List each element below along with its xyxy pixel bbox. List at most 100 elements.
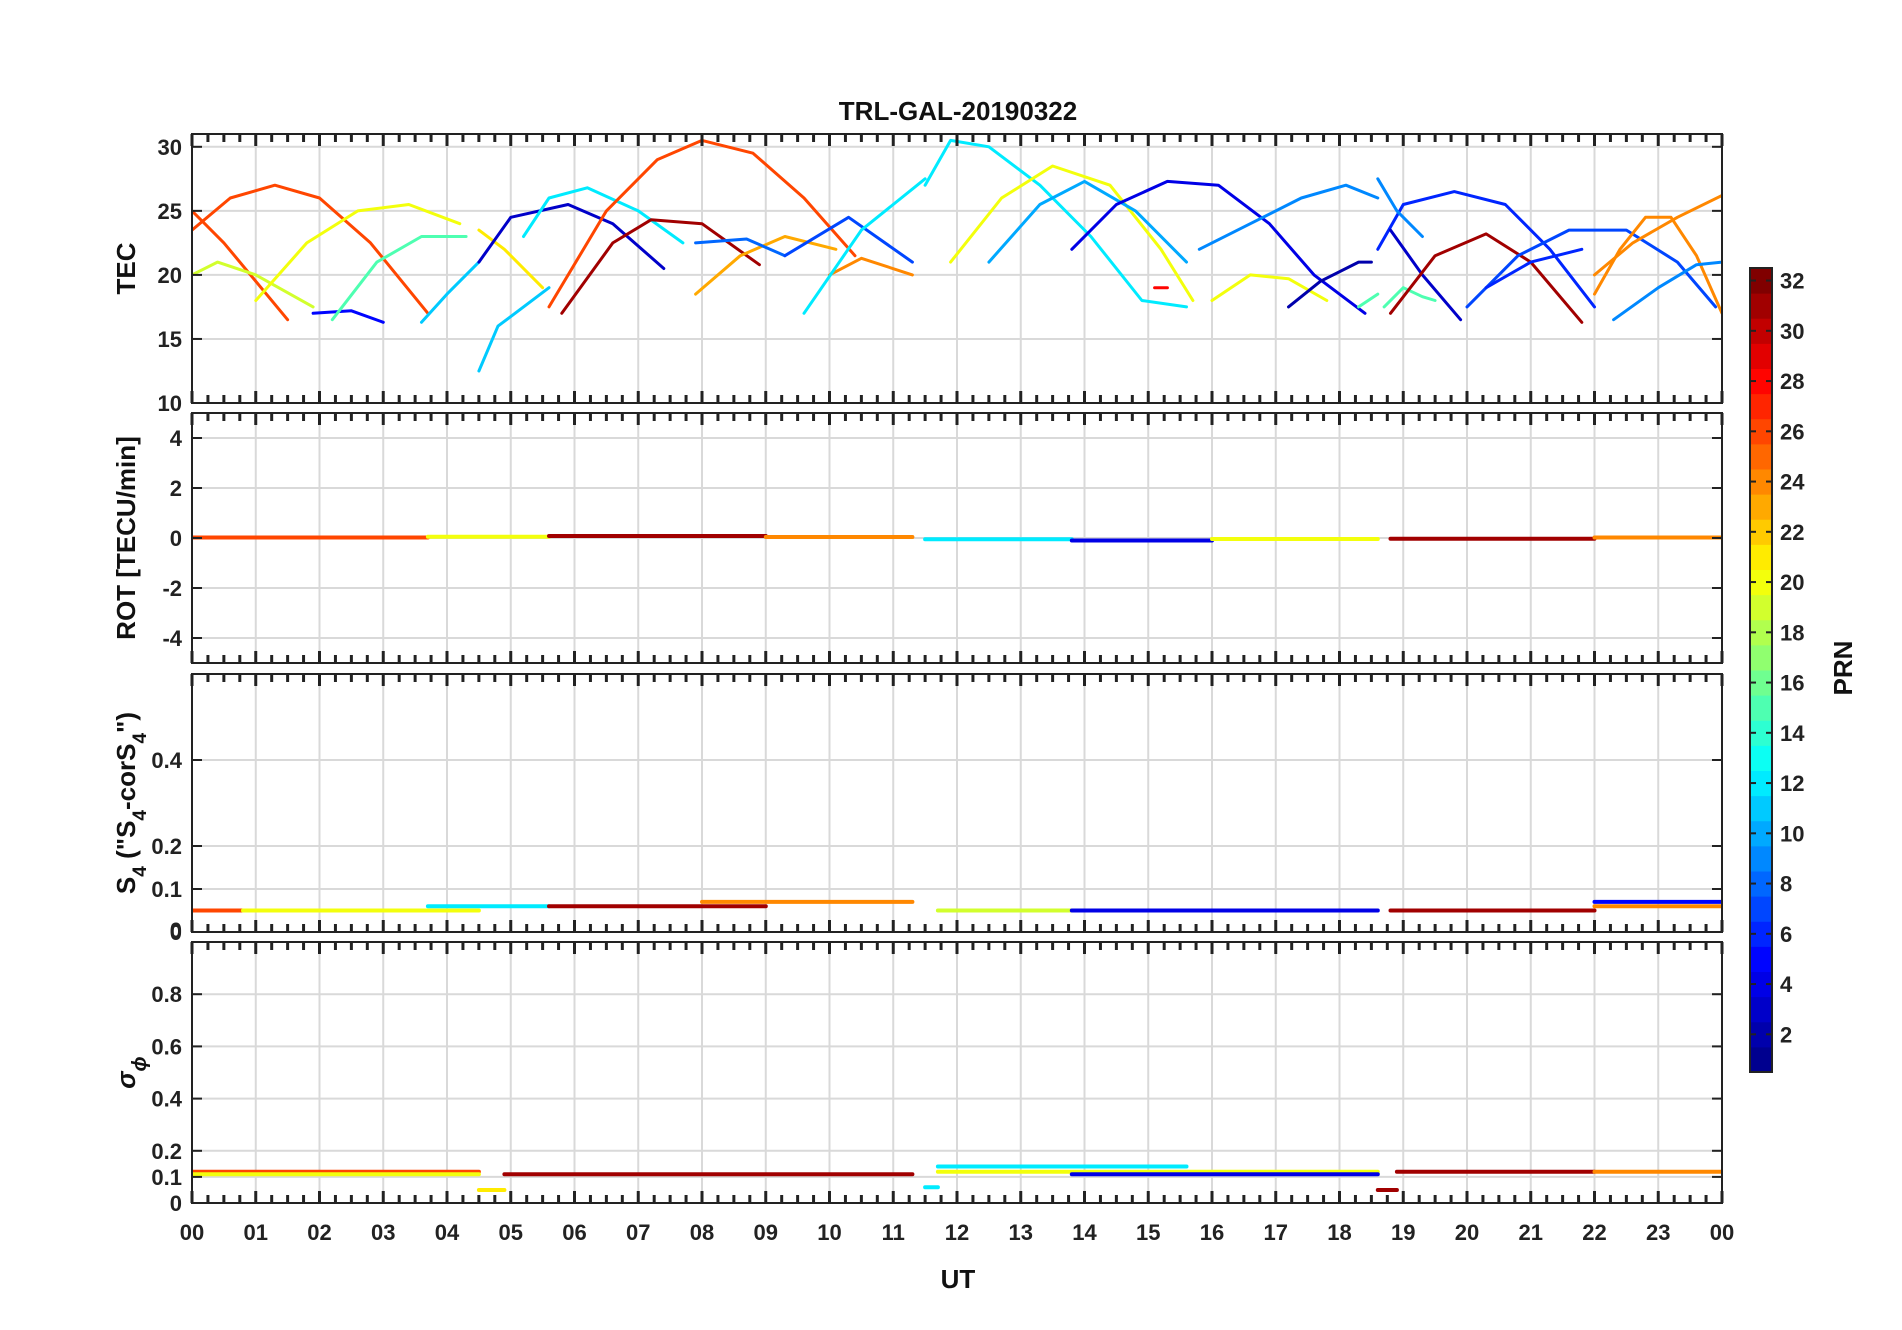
- ylabel-part: "): [111, 712, 141, 733]
- colorbar-segment: [1750, 720, 1772, 746]
- ylabel-sigma: σ: [111, 1070, 141, 1089]
- colorbar-segment: [1750, 896, 1772, 922]
- series-line-prn-9: [1376, 177, 1424, 238]
- y-tick-label: 0.1: [151, 877, 182, 902]
- colorbar-segment: [1750, 871, 1772, 897]
- x-tick-label: 18: [1327, 1220, 1351, 1245]
- x-tick-label: 04: [435, 1220, 460, 1245]
- x-axis-label: UT: [941, 1264, 976, 1294]
- series-line-prn-7: [1465, 228, 1718, 309]
- colorbar-tick-label: 32: [1780, 269, 1804, 294]
- series-line-prn-26: [192, 209, 290, 322]
- y-axis-label-s4: S4 ("S4-corS4"): [111, 712, 151, 894]
- x-tick-label: 09: [754, 1220, 778, 1245]
- x-tick-label: 17: [1264, 1220, 1288, 1245]
- colorbar-segment: [1750, 921, 1772, 947]
- chart-title: TRL-GAL-20190322: [839, 96, 1077, 126]
- colorbar-segment: [1750, 996, 1772, 1023]
- colorbar-segment: [1750, 418, 1772, 445]
- x-tick-label: 21: [1519, 1220, 1543, 1245]
- x-tick-label: 15: [1136, 1220, 1160, 1245]
- y-tick-label: 0.2: [151, 834, 182, 859]
- series-line-prn-9: [1612, 260, 1722, 322]
- ylabel-part: S: [111, 877, 141, 894]
- x-tick-label: 23: [1646, 1220, 1670, 1245]
- colorbar-tick-label: 28: [1780, 369, 1804, 394]
- colorbar-segment: [1750, 393, 1772, 420]
- y-tick-label: 2: [170, 476, 182, 501]
- series-line-prn-15: [1382, 286, 1437, 309]
- x-tick-label: 03: [371, 1220, 395, 1245]
- series-line-prn-24: [1593, 194, 1722, 277]
- x-tick-label: 20: [1455, 1220, 1479, 1245]
- panel-series-group: [192, 534, 1722, 543]
- x-tick-label: 10: [817, 1220, 841, 1245]
- x-axis: 00 01 02 03 04 05 06 07 08 09 10 11 12 13 14 15 16 17 18 19…: [180, 1220, 1734, 1245]
- series-line-prn-12: [522, 186, 685, 245]
- y-tick-label: 20: [158, 263, 182, 288]
- ylabel-phi: ϕ: [129, 1056, 151, 1071]
- ylabel-part: 4: [130, 810, 151, 821]
- colorbar-tick-label: 8: [1780, 872, 1792, 897]
- series-line-prn-15: [330, 235, 468, 322]
- series-line-prn-20: [254, 203, 462, 302]
- colorbar-tick-label: 26: [1780, 419, 1804, 444]
- colorbar-segment: [1750, 569, 1772, 596]
- series-line-prn-11: [420, 260, 481, 324]
- panel-rot: -4 -2 0 2 4 ROT [TECU/min]: [111, 412, 1724, 664]
- colorbar-tick-label: 22: [1780, 520, 1804, 545]
- y-tick-label-extra: 0: [170, 918, 182, 943]
- colorbar-segment: [1750, 971, 1772, 998]
- colorbar-segment: [1750, 519, 1772, 545]
- y-tick-label: 15: [158, 327, 182, 352]
- x-tick-label: 08: [690, 1220, 714, 1245]
- series-line-prn-11: [477, 286, 551, 373]
- colorbar-segment: [1750, 594, 1772, 621]
- x-tick-label: 01: [244, 1220, 268, 1245]
- y-axis-label-sigma: σϕ: [111, 1056, 151, 1088]
- colorbar-segment: [1750, 293, 1772, 319]
- ylabel-part: ("S: [111, 821, 141, 867]
- colorbar-tick-label: 6: [1780, 922, 1792, 947]
- ylabel-part: 4: [130, 866, 151, 877]
- y-tick-label: -4: [162, 626, 182, 651]
- series-line-prn-15: [1357, 292, 1380, 309]
- x-tick-label: 02: [307, 1220, 331, 1245]
- x-tick-label: 06: [562, 1220, 586, 1245]
- colorbar-segment: [1750, 268, 1772, 294]
- x-tick-label: 22: [1582, 1220, 1606, 1245]
- y-tick-label: 0: [170, 920, 182, 945]
- y-tick-label: 0.8: [151, 982, 182, 1007]
- y-tick-label: 0.6: [151, 1034, 182, 1059]
- y-tick-label: 0.4: [151, 1087, 182, 1112]
- series-line-prn-31: [560, 218, 761, 315]
- colorbar-segment: [1750, 494, 1772, 520]
- x-tick-label: 14: [1072, 1220, 1097, 1245]
- panel-sigma: 00.10.2 0.4 0.6 0.8 σϕ: [111, 941, 1724, 1216]
- colorbar-segment: [1750, 619, 1772, 646]
- x-tick-label: 19: [1391, 1220, 1415, 1245]
- colorbar-tick-label: 2: [1780, 1022, 1792, 1047]
- y-tick-label: -2: [162, 576, 182, 601]
- series-line-prn-20: [1210, 273, 1329, 302]
- series-line-prn-31: [1389, 232, 1584, 324]
- colorbar-segment: [1750, 644, 1772, 671]
- y-tick-label: 0.2: [151, 1139, 182, 1164]
- y-axis-label-rot: ROT [TECU/min]: [111, 436, 141, 640]
- y-tick-label: 0: [170, 1191, 182, 1216]
- colorbar-segment: [1750, 795, 1772, 822]
- panel-series-group: [192, 899, 1722, 913]
- colorbar-tick-label: 10: [1780, 821, 1804, 846]
- colorbar-segment: [1750, 318, 1772, 344]
- colorbar-segment: [1750, 695, 1772, 721]
- y-tick-label: 4: [170, 426, 183, 451]
- series-line-prn-12: [802, 177, 927, 315]
- series-line-prn-8: [694, 237, 787, 258]
- colorbar-segment: [1750, 544, 1772, 570]
- colorbar-label: PRN: [1828, 641, 1858, 696]
- series-line-prn-6: [1484, 247, 1584, 290]
- colorbar-tick-label: 24: [1780, 470, 1805, 495]
- x-tick-label: 05: [499, 1220, 523, 1245]
